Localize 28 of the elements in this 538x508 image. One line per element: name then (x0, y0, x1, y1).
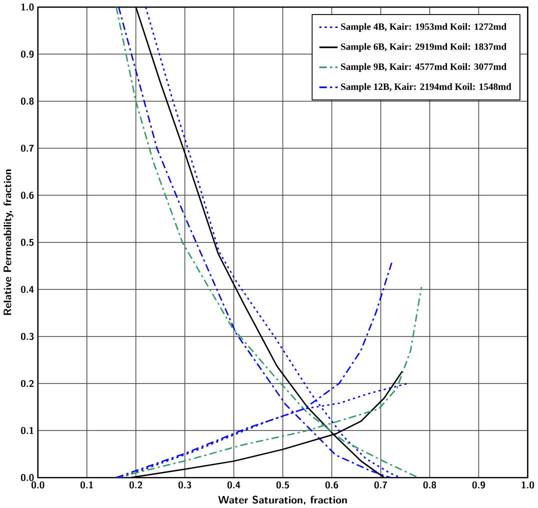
y-tick-label: 0.4 (21, 286, 34, 293)
legend-label: Sample 6B, Kair: 2919md Koil: 1837md (341, 43, 506, 52)
x-tick-label: 0.0 (32, 481, 44, 488)
x-tick-label: 0.8 (423, 481, 436, 488)
legend-label: Sample 12B, Kair: 2194md Koil: 1548md (341, 83, 512, 92)
y-tick-label: 0.8 (21, 98, 34, 105)
x-tick-label: 0.4 (227, 481, 240, 488)
x-tick-label: 0.1 (80, 481, 93, 488)
x-tick-label: 0.6 (325, 481, 338, 488)
y-tick-label: 0.0 (21, 474, 34, 482)
y-tick-label: 1.0 (21, 3, 34, 11)
x-axis-title: Water Saturation, fraction (218, 496, 347, 505)
x-tick-label: 1.0 (522, 481, 534, 488)
y-tick-label: 0.1 (21, 426, 34, 434)
legend-label: Sample 4B, Kair: 1953md Koil: 1272md (341, 23, 506, 32)
y-tick-label: 0.5 (21, 238, 34, 246)
y-tick-label: 0.3 (21, 332, 34, 340)
x-tick-label: 0.3 (178, 481, 192, 488)
legend-label: Sample 9B, Kair: 4577md Koil: 3077md (341, 63, 506, 72)
x-tick-label: 0.5 (276, 481, 290, 488)
x-tick-label: 0.7 (374, 481, 388, 488)
y-tick-label: 0.9 (21, 50, 34, 58)
y-tick-label: 0.2 (21, 380, 34, 387)
y-tick-label: 0.6 (21, 192, 34, 199)
x-tick-label: 0.9 (472, 481, 486, 488)
y-axis-title: Relative Permeability, fraction (4, 169, 14, 315)
x-tick-label: 0.2 (130, 481, 142, 488)
y-tick-label: 0.7 (21, 144, 34, 152)
